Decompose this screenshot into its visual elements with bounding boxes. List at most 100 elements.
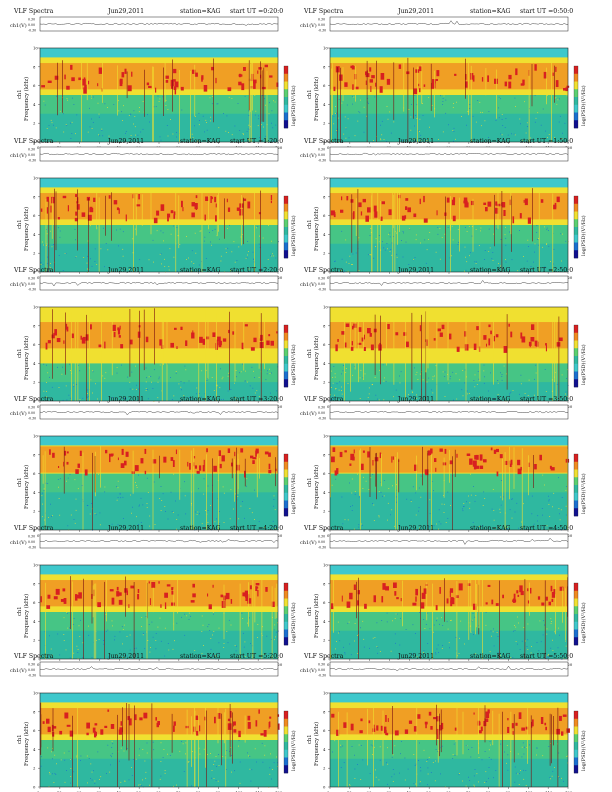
emission-blotch (216, 339, 218, 345)
noise-speckle (392, 236, 394, 237)
noise-speckle (546, 628, 548, 630)
noise-speckle (145, 388, 147, 389)
y-axis-label: Frequency (kHz) (313, 722, 320, 766)
noise-speckle (405, 241, 407, 243)
noise-speckle (146, 477, 148, 479)
noise-speckle (72, 97, 73, 99)
emission-blotch (507, 718, 509, 721)
noise-speckle (426, 249, 428, 251)
emission-blotch (241, 342, 244, 350)
noise-speckle (246, 478, 248, 480)
noise-speckle (546, 244, 547, 245)
noise-speckle (420, 475, 422, 477)
noise-speckle (230, 389, 232, 390)
noise-speckle (394, 618, 396, 619)
noise-speckle (552, 639, 553, 641)
noise-speckle (157, 626, 159, 628)
panel-title: VLF Spectra (13, 525, 54, 532)
noise-speckle (272, 520, 274, 522)
noise-speckle (91, 97, 92, 99)
noise-speckle (531, 646, 532, 647)
wave-tick-label: 0.30 (28, 277, 35, 281)
emission-blotch (276, 82, 279, 87)
noise-speckle (54, 754, 56, 756)
emission-blotch (247, 715, 251, 721)
colorbar-segment (284, 485, 288, 494)
y-tick-label: 6 (33, 471, 36, 476)
noise-speckle (236, 268, 237, 270)
noise-speckle (78, 364, 79, 366)
noise-speckle (91, 503, 92, 504)
noise-speckle (330, 399, 331, 401)
noise-speckle (345, 128, 347, 130)
noise-speckle (155, 640, 157, 641)
noise-speckle (493, 233, 494, 235)
noise-speckle (509, 509, 511, 511)
noise-speckle (352, 103, 353, 105)
noise-speckle (422, 103, 423, 104)
emission-blotch (508, 323, 510, 327)
noise-speckle (160, 640, 162, 642)
noise-speckle (379, 369, 380, 371)
noise-speckle (378, 399, 380, 401)
noise-speckle (140, 131, 142, 133)
noise-speckle (529, 108, 530, 110)
emission-blotch (436, 210, 438, 216)
noise-speckle (77, 488, 79, 490)
noise-speckle (448, 382, 450, 384)
emission-blotch (180, 326, 183, 330)
emission-blotch (131, 71, 133, 77)
noise-speckle (554, 97, 556, 99)
emission-blotch (473, 712, 475, 715)
noise-speckle (275, 124, 277, 126)
noise-speckle (500, 372, 501, 374)
noise-speckle (76, 754, 78, 756)
noise-speckle (227, 642, 229, 644)
noise-speckle (413, 783, 415, 785)
emission-blotch (333, 86, 336, 92)
noise-speckle (469, 507, 471, 509)
noise-speckle (134, 126, 136, 128)
colorbar-segment (284, 356, 288, 365)
noise-speckle (546, 227, 548, 229)
noise-speckle (244, 517, 245, 519)
noise-speckle (450, 375, 451, 377)
noise-speckle (201, 615, 203, 617)
noise-speckle (427, 773, 429, 775)
noise-speckle (548, 654, 549, 655)
noise-speckle (542, 755, 544, 757)
y-tick-label: 4 (323, 490, 326, 495)
colorbar-segment (574, 492, 578, 501)
noise-speckle (65, 124, 67, 125)
emission-blotch (496, 471, 499, 477)
noise-speckle (254, 377, 255, 378)
emission-blotch (165, 80, 169, 83)
emission-blotch (363, 347, 366, 351)
noise-speckle (103, 643, 105, 645)
noise-speckle (513, 630, 514, 632)
emission-blotch (491, 599, 494, 605)
noise-speckle (408, 394, 409, 396)
noise-speckle (344, 652, 346, 653)
noise-speckle (410, 394, 412, 396)
y-axis-label: Frequency (kHz) (313, 465, 320, 509)
noise-speckle (493, 510, 495, 511)
noise-speckle (559, 98, 560, 100)
noise-speckle (360, 745, 362, 746)
noise-speckle (442, 371, 444, 373)
noise-speckle (535, 364, 537, 366)
noise-speckle (226, 769, 227, 770)
noise-speckle (425, 262, 427, 264)
noise-speckle (502, 496, 504, 498)
noise-speckle (271, 255, 273, 257)
noise-speckle (540, 641, 542, 643)
noise-speckle (140, 522, 142, 523)
emission-blotch (529, 587, 532, 594)
noise-speckle (548, 245, 550, 247)
noise-speckle (116, 486, 117, 488)
noise-speckle (394, 745, 396, 747)
noise-speckle (537, 520, 538, 522)
noise-speckle (105, 630, 107, 632)
noise-speckle (82, 397, 84, 399)
emission-blotch (119, 325, 121, 330)
